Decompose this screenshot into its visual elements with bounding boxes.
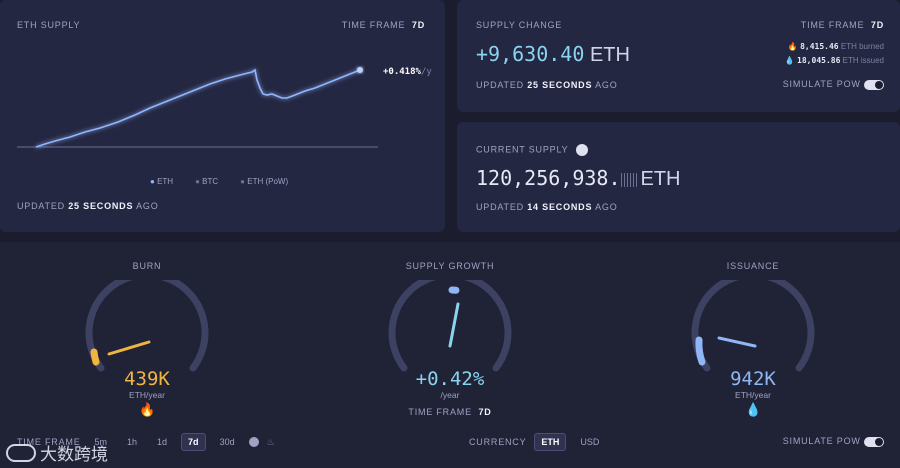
timeframe-30d[interactable]: 30d xyxy=(219,437,235,447)
eth-supply-updated: UPDATED 25 SECONDS AGO xyxy=(17,201,159,211)
issuance-title: ISSUANCE xyxy=(726,261,780,271)
glasses-emoji-icon xyxy=(575,144,588,156)
issuance-value: 942K xyxy=(730,368,776,390)
growth-gauge xyxy=(388,280,512,372)
growth-value: +0.42% xyxy=(415,368,485,390)
growth-needle xyxy=(448,302,460,348)
supply-change-title: SUPPLY CHANGE xyxy=(476,20,563,30)
currency-selector: CURRENCY ETH USD xyxy=(469,433,605,451)
burn-gauge xyxy=(85,280,209,372)
simulate-pow-bottom: SIMULATE PoW xyxy=(783,436,884,447)
eth-supply-line xyxy=(35,68,361,148)
burn-title: BURN xyxy=(132,261,162,271)
supply-change-card: SUPPLY CHANGE TIME FRAME 7d +9,630.40 ET… xyxy=(457,0,900,112)
burned-stat: 🔥 8,415.46 ETH burned xyxy=(787,42,884,51)
droplet-icon-issuance: 💧 xyxy=(745,402,762,417)
watermark-logo-icon xyxy=(6,443,36,462)
currency-usd[interactable]: USD xyxy=(580,437,600,447)
supply-change-amount: +9,630.40 ETH xyxy=(476,42,630,66)
burn-flame-icon[interactable]: ♨ xyxy=(266,436,275,447)
fire-icon: 🔥 xyxy=(787,42,798,51)
gauges-panel: BURN 439K ETH/year 🔥 SUPPLY GROWTH +0.42… xyxy=(0,242,900,468)
issuance-needle xyxy=(717,336,757,348)
timeframe-1d[interactable]: 1d xyxy=(157,437,168,447)
timeframe-5m[interactable]: 5m xyxy=(94,437,108,447)
legend-eth[interactable]: ● ETH xyxy=(150,177,174,186)
timeframe-1h[interactable]: 1h xyxy=(127,437,138,447)
simulate-pow-toggle-top[interactable] xyxy=(864,79,884,90)
current-supply-amount: 120,256,938. ETH xyxy=(476,166,681,190)
eth-supply-title: ETH SUPPLY xyxy=(17,20,81,30)
current-supply-title: CURRENT SUPPLY xyxy=(476,144,588,156)
growth-unit: /year xyxy=(440,390,460,400)
simulate-pow-toggle-bottom[interactable] xyxy=(864,436,884,447)
legend-eth-pow[interactable]: ● ETH (PoW) xyxy=(240,177,289,186)
decimal-digits-blur xyxy=(620,172,637,187)
issuance-gauge xyxy=(691,280,815,372)
supply-change-updated: UPDATED 25 SECONDS AGO xyxy=(476,80,618,90)
watermark: 大数跨境 xyxy=(6,440,108,465)
currency-eth[interactable]: ETH xyxy=(534,433,567,451)
eth-supply-chart xyxy=(17,67,378,148)
eth-supply-card: ETH SUPPLY TIME FRAME 7d +0.418%/y ● ETH… xyxy=(0,0,445,232)
growth-timeframe: TIME FRAME 7d xyxy=(408,407,492,417)
ultrasound-icon[interactable] xyxy=(248,437,259,447)
issued-stat: 💧 18,045.86 ETH issued xyxy=(784,56,884,65)
burn-unit: ETH/year xyxy=(129,390,165,400)
eth-supply-end-point xyxy=(357,67,363,73)
timeframe-7d[interactable]: 7d xyxy=(181,433,206,451)
flame-icon: 🔥 xyxy=(139,402,156,417)
droplet-icon: 💧 xyxy=(784,56,795,65)
burn-needle xyxy=(107,340,151,356)
legend-btc[interactable]: ● BTC xyxy=(195,177,219,186)
timeframe-selector: TIME FRAME 5m 1h 1d 7d 30d ♨ xyxy=(17,433,275,451)
issuance-unit: ETH/year xyxy=(735,390,771,400)
burn-value: 439K xyxy=(124,368,170,390)
current-supply-updated: UPDATED 14 SECONDS AGO xyxy=(476,202,618,212)
simulate-pow-top: SIMULATE PoW xyxy=(783,79,884,90)
eth-supply-timeframe: TIME FRAME 7d xyxy=(341,20,425,30)
eth-supply-change-rate: +0.418%/y xyxy=(383,67,432,77)
current-supply-card: CURRENT SUPPLY 120,256,938. ETH UPDATED 1… xyxy=(457,122,900,232)
growth-title: SUPPLY GROWTH xyxy=(405,261,495,271)
supply-change-timeframe: TIME FRAME 7d xyxy=(800,20,884,30)
chart-legend: ● ETH ● BTC ● ETH (PoW) xyxy=(150,177,288,186)
